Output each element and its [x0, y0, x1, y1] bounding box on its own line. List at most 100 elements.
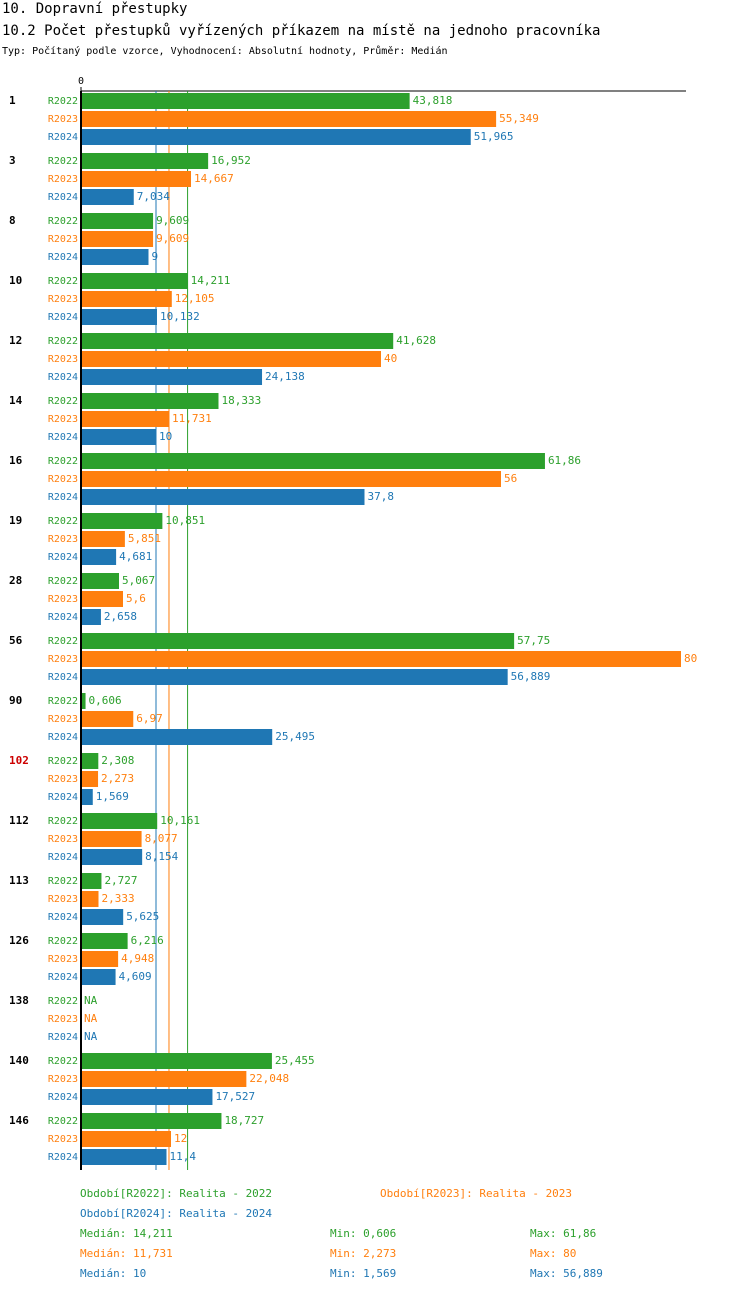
- series-row-label: R2024: [48, 432, 78, 443]
- x-tick-label: 0: [78, 76, 84, 87]
- chart-note: Typ: Počítaný podle vzorce, Vyhodnocení:…: [2, 45, 448, 57]
- series-row-label: R2023: [48, 594, 78, 605]
- bar: [81, 471, 501, 487]
- value-label: 12: [174, 1132, 187, 1145]
- series-row-label: R2024: [48, 492, 78, 503]
- series-row-label: R2022: [48, 816, 78, 827]
- value-label: 25,455: [275, 1054, 315, 1067]
- series-row-label: R2023: [48, 174, 78, 185]
- series-row-label: R2024: [48, 1152, 78, 1163]
- median-stat: Medián: 11,731: [80, 1247, 173, 1260]
- value-label: 2,273: [101, 772, 134, 785]
- bar: [81, 369, 263, 385]
- series-row-label: R2022: [48, 1056, 78, 1067]
- category-label: 3: [9, 154, 16, 167]
- min-stat: Min: 1,569: [330, 1267, 396, 1280]
- bar: [81, 729, 273, 745]
- category-label: 16: [9, 454, 23, 467]
- bar: [81, 273, 188, 289]
- series-row-label: R2023: [48, 894, 78, 905]
- series-row-label: R2023: [48, 234, 78, 245]
- series-row-label: R2023: [48, 954, 78, 965]
- value-label: 16,952: [211, 154, 251, 167]
- value-label: 43,818: [413, 94, 453, 107]
- series-row-label: R2023: [48, 534, 78, 545]
- value-label: 57,75: [517, 634, 550, 647]
- value-label: 2,727: [104, 874, 137, 887]
- bar: [81, 1089, 213, 1105]
- legend-entry: Období[R2024]: Realita - 2024: [80, 1207, 272, 1220]
- chart-subtitle: 10.2 Počet přestupků vyřízených příkazem…: [2, 23, 600, 39]
- series-row-label: R2023: [48, 654, 78, 665]
- bar: [81, 249, 149, 265]
- legend-entry: Období[R2022]: Realita - 2022: [80, 1187, 272, 1200]
- value-label: 5,625: [126, 910, 159, 923]
- value-label: 14,211: [191, 274, 231, 287]
- value-label: 10: [159, 430, 172, 443]
- bar: [81, 1149, 167, 1165]
- bar: [81, 549, 117, 565]
- category-label: 8: [9, 214, 16, 227]
- category-label: 1: [9, 94, 16, 107]
- value-label: 5,6: [126, 592, 146, 605]
- series-row-label: R2023: [48, 114, 78, 125]
- value-label: 10,161: [160, 814, 200, 827]
- value-label: 2,333: [101, 892, 134, 905]
- bar: [81, 213, 154, 229]
- bar: [81, 153, 209, 169]
- bar: [81, 1131, 171, 1147]
- value-label: 51,965: [474, 130, 514, 143]
- bar: [81, 951, 119, 967]
- value-label: NA: [84, 1030, 98, 1043]
- max-stat: Max: 61,86: [530, 1227, 596, 1240]
- series-row-label: R2022: [48, 996, 78, 1007]
- series-row-label: R2023: [48, 1014, 78, 1025]
- value-label: 7,034: [137, 190, 170, 203]
- value-label: 61,86: [548, 454, 581, 467]
- category-label: 126: [9, 934, 29, 947]
- series-row-label: R2023: [48, 414, 78, 425]
- series-row-label: R2024: [48, 792, 78, 803]
- bar: [81, 831, 142, 847]
- bar: [81, 429, 156, 445]
- bar: [81, 1053, 272, 1069]
- legend-entry: Období[R2023]: Realita - 2023: [380, 1187, 572, 1200]
- series-row-label: R2022: [48, 216, 78, 227]
- bar: [81, 909, 124, 925]
- series-row-label: R2022: [48, 696, 78, 707]
- value-label: 11,4: [170, 1150, 197, 1163]
- series-row-label: R2023: [48, 294, 78, 305]
- bar: [81, 111, 497, 127]
- value-label: 10,132: [160, 310, 200, 323]
- bar: [81, 489, 365, 505]
- series-row-label: R2022: [48, 396, 78, 407]
- category-label: 140: [9, 1054, 29, 1067]
- bar: [81, 231, 154, 247]
- bar: [81, 933, 128, 949]
- series-row-label: R2023: [48, 354, 78, 365]
- value-label: 24,138: [265, 370, 305, 383]
- max-stat: Max: 80: [530, 1247, 576, 1260]
- series-row-label: R2023: [48, 714, 78, 725]
- value-label: 18,727: [224, 1114, 264, 1127]
- bar: [81, 633, 515, 649]
- series-row-label: R2024: [48, 132, 78, 143]
- value-label: 25,495: [275, 730, 315, 743]
- series-row-label: R2023: [48, 834, 78, 845]
- series-row-label: R2024: [48, 252, 78, 263]
- bar: [81, 651, 681, 667]
- value-label: NA: [84, 994, 98, 1007]
- bar: [81, 291, 172, 307]
- value-label: 17,527: [215, 1090, 255, 1103]
- value-label: 18,333: [221, 394, 261, 407]
- series-row-label: R2022: [48, 96, 78, 107]
- bar: [81, 573, 120, 589]
- bar: [81, 873, 102, 889]
- value-label: 8,154: [145, 850, 178, 863]
- bar: [81, 849, 143, 865]
- value-label: 9: [152, 250, 159, 263]
- category-label: 56: [9, 634, 23, 647]
- bar: [81, 513, 163, 529]
- value-label: 22,048: [249, 1072, 289, 1085]
- series-row-label: R2022: [48, 756, 78, 767]
